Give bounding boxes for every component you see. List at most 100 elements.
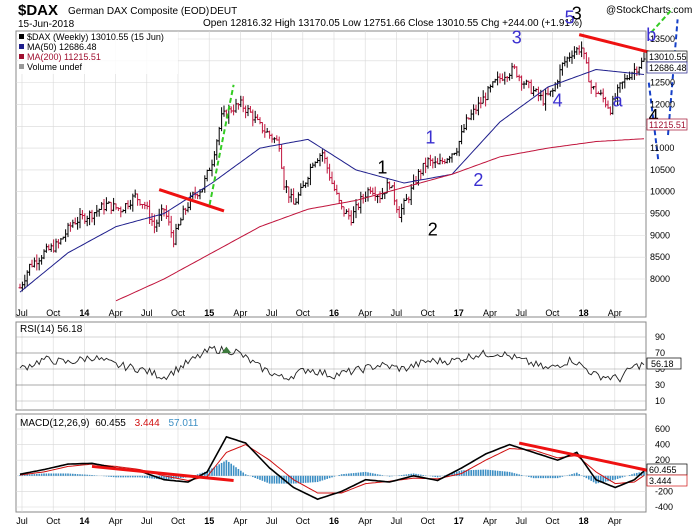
price-bar [35, 254, 39, 271]
trendline-red [158, 188, 225, 213]
price-bar [54, 238, 58, 253]
macd-hist-bar [487, 469, 489, 476]
x-tick-label-price: Apr [483, 308, 497, 318]
x-tick-label-macd: Oct [46, 516, 61, 526]
macd-y-tick: 600 [655, 424, 670, 434]
wave-label: 4 [553, 91, 563, 111]
macd-hist-bar [463, 470, 465, 476]
macd-hist-bar [417, 474, 420, 476]
macd-hist-bar [86, 474, 88, 476]
macd-hist-bar [348, 473, 350, 476]
macd-hist-bar [144, 475, 146, 478]
price-bar [28, 263, 32, 276]
macd-hist-bar [110, 475, 112, 477]
macd-hist-bar [573, 473, 576, 476]
macd-hist-bar [254, 475, 256, 478]
macd-hist-bar [288, 475, 290, 484]
price-bar [532, 86, 536, 97]
macd-hist-bar [57, 473, 60, 476]
macd-hist-bar [26, 474, 28, 476]
macd-hist-bar [74, 473, 76, 476]
macd-hist-bar [91, 475, 93, 476]
macd-hist-bar [199, 473, 201, 476]
ma50-tag-text: 12686.48 [649, 63, 687, 73]
macd-hist-bar [50, 473, 52, 476]
macd-hist-bar [458, 471, 460, 476]
price-bar [464, 114, 468, 131]
price-bar [40, 255, 44, 265]
macd-hist-bar [516, 473, 518, 476]
macd-hist-bar [297, 475, 300, 484]
price-y-tick: 12000 [650, 99, 675, 109]
price-bar [92, 212, 96, 226]
macd-hist-bar [235, 467, 237, 476]
macd-y-tick: -400 [655, 502, 673, 512]
macd-hist-bar [124, 475, 127, 478]
macd-hist-bar [556, 475, 559, 479]
macd-hist-bar [537, 475, 540, 479]
macd-hist-bar [28, 474, 31, 476]
macd-hist-bar [316, 475, 319, 483]
macd-layer [19, 435, 652, 501]
price-bar [179, 217, 183, 226]
macd-hist-bar [472, 469, 475, 476]
rsi-y-tick: 70 [655, 348, 665, 358]
price-bar [385, 178, 389, 194]
price-bar [210, 159, 214, 177]
price-bar [172, 230, 176, 248]
macd-hist-bar [268, 475, 271, 484]
wave-label: a [613, 91, 624, 111]
rsi-y-tick: 30 [655, 380, 665, 390]
price-bar [244, 105, 248, 119]
macd-hist-bar [561, 475, 564, 477]
macd-hist-bar [636, 472, 638, 476]
price-bar [577, 45, 581, 55]
macd-hist-bar [64, 473, 67, 476]
price-bar [68, 222, 72, 232]
price-bar [623, 73, 627, 89]
price-bar [258, 117, 262, 125]
price-bar [400, 203, 404, 223]
x-tick-label-price: Apr [358, 308, 372, 318]
price-bar [508, 73, 512, 81]
macd-hist-bar [33, 474, 36, 476]
macd-hist-value: 57.011 [168, 418, 198, 429]
price-bar [632, 63, 636, 80]
price-bar [212, 151, 216, 167]
price-bar [49, 243, 53, 252]
wave-label: 4 [649, 106, 659, 126]
ma50-tag [646, 61, 688, 74]
macd-hist-bar [259, 475, 261, 480]
macd-hist-bar [266, 475, 268, 483]
price-bar [560, 62, 564, 76]
macd-hist-bar [422, 475, 424, 476]
price-bar [450, 153, 454, 163]
macd-hist-bar [290, 475, 292, 484]
last-price-text: 13010.55 [649, 52, 687, 62]
x-tick-label-price: Jul [266, 308, 278, 318]
x-tick-label-price: Oct [421, 308, 436, 318]
price-bar [232, 104, 236, 116]
rsi-layer [19, 345, 645, 383]
macd-hist-bar [62, 473, 64, 476]
price-bar [440, 157, 444, 165]
wave-label: 5 [565, 8, 575, 28]
price-bar [359, 191, 363, 214]
macd-hist-bar [604, 475, 607, 482]
macd-hist-bar [19, 475, 21, 476]
x-tick-label-macd: Apr [608, 516, 622, 526]
macd-hist-bar [76, 474, 79, 476]
legend-price: $DAX (Weekly) 13010.55 (15 Jun) [27, 32, 164, 42]
price-y-tick: 10000 [650, 187, 675, 197]
price-bar [601, 88, 605, 103]
macd-hist-bar [314, 475, 316, 483]
macd-hist-bar [307, 475, 309, 483]
macd-hist-bar [400, 475, 403, 476]
x-tick-label-price: 18 [579, 308, 589, 318]
price-bar [320, 149, 324, 162]
price-bar [37, 257, 41, 271]
macd-value: 60.455 [95, 418, 126, 429]
x-tick-label-macd: Jul [515, 516, 527, 526]
x-tick-label-price: Oct [545, 308, 560, 318]
